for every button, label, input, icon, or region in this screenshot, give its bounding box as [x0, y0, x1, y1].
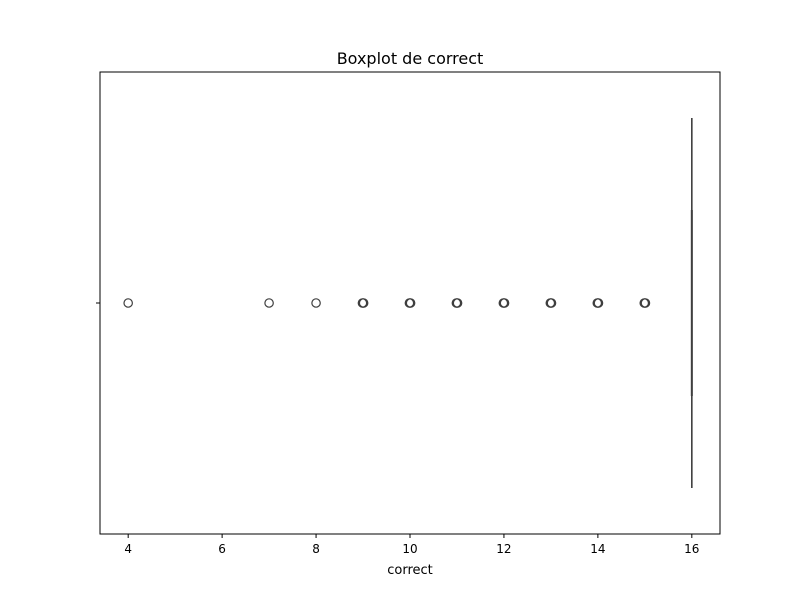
x-tick-label: 12 [496, 542, 511, 556]
outlier-point [452, 298, 463, 308]
outlier-point [640, 298, 651, 308]
outlier-point [405, 298, 416, 308]
chart-title: Boxplot de correct [337, 49, 484, 68]
x-tick-label: 16 [684, 542, 699, 556]
outlier-point [123, 298, 133, 308]
outlier-point [593, 298, 604, 308]
x-tick-label: 8 [312, 542, 320, 556]
outlier-point [499, 298, 510, 308]
plot-frame [99, 71, 721, 535]
x-axis: 4 6 8 10 12 14 16 [124, 534, 699, 556]
x-tick-label: 4 [124, 542, 132, 556]
outlier-point [358, 298, 369, 308]
x-tick-label: 6 [218, 542, 226, 556]
x-axis-label: correct [387, 563, 433, 578]
x-tick-label: 14 [590, 542, 605, 556]
x-tick-label: 10 [402, 542, 417, 556]
outlier-point [546, 298, 557, 308]
outlier-point [311, 298, 321, 308]
outlier-point [264, 298, 274, 308]
plot-marks [123, 118, 693, 488]
